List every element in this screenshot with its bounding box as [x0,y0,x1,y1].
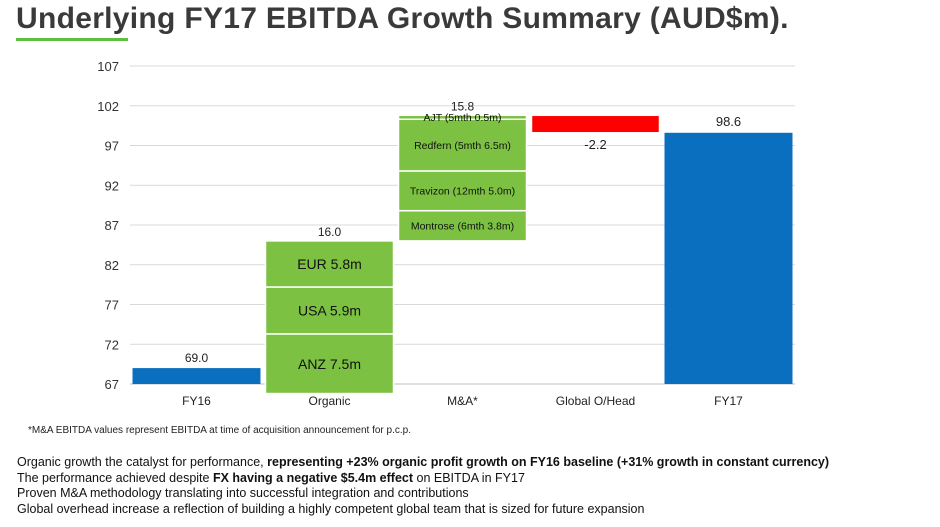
y-tick-label: 67 [105,377,119,392]
waterfall-segment [264,333,395,395]
data-label: 16.0 [318,225,342,239]
total-bar [664,132,793,384]
segment-label: Travizon (12mth 5.0m) [410,186,515,198]
data-label: 98.6 [716,114,741,129]
x-axis-labels: FY16 Organic M&A* Global O/Head FY17 [182,394,743,408]
commentary-line: Proven M&A methodology translating into … [17,486,469,500]
x-tick-label: Organic [308,394,350,408]
segment-label: AJT (5mth 0.5m) [424,112,502,124]
title-accent-underline [16,38,128,41]
commentary-line: Global overhead increase a reflection of… [17,501,645,516]
waterfall-segment [397,114,528,121]
y-tick-label: 107 [97,59,119,74]
y-tick-label: 87 [105,218,119,233]
total-bar [132,368,261,384]
waterfall-segment [397,209,528,242]
segment-label: USA 5.9m [298,303,361,319]
y-tick-label: 102 [97,99,119,114]
data-label: 69.0 [185,351,209,365]
page-title: Underlying FY17 EBITDA Growth Summary (A… [16,2,789,35]
y-tick-label: 97 [105,139,119,154]
waterfall-segment [530,114,661,134]
data-label: 15.8 [451,99,475,113]
segment-label: EUR 5.8m [297,256,362,272]
footnote: *M&A EBITDA values represent EBITDA at t… [28,425,411,436]
x-tick-label: FY17 [714,394,743,408]
waterfall-segment [397,170,528,212]
commentary-line: Organic growth the catalyst for performa… [17,455,830,469]
x-tick-label: FY16 [182,394,211,408]
segment-label: ANZ 7.5m [298,356,361,372]
segment-label: Montrose (6mth 3.8m) [411,221,514,233]
y-tick-label: 82 [105,258,119,273]
waterfall-segment [264,240,395,288]
x-tick-label: M&A* [447,394,478,408]
commentary-line: The performance achieved despite FX havi… [17,470,525,485]
data-label: -2.2 [584,137,606,152]
y-tick-label: 77 [105,298,119,313]
waterfall-segment [264,286,395,335]
x-tick-label: Global O/Head [556,394,635,408]
y-tick-label: 72 [105,337,119,352]
commentary-list: Organic growth the catalyst for performa… [17,455,829,517]
segment-label: Redfern (5mth 6.5m) [414,140,511,152]
y-axis-ticks: 67 72 77 82 87 92 97 102 107 [97,59,119,392]
y-tick-label: 92 [105,178,119,193]
